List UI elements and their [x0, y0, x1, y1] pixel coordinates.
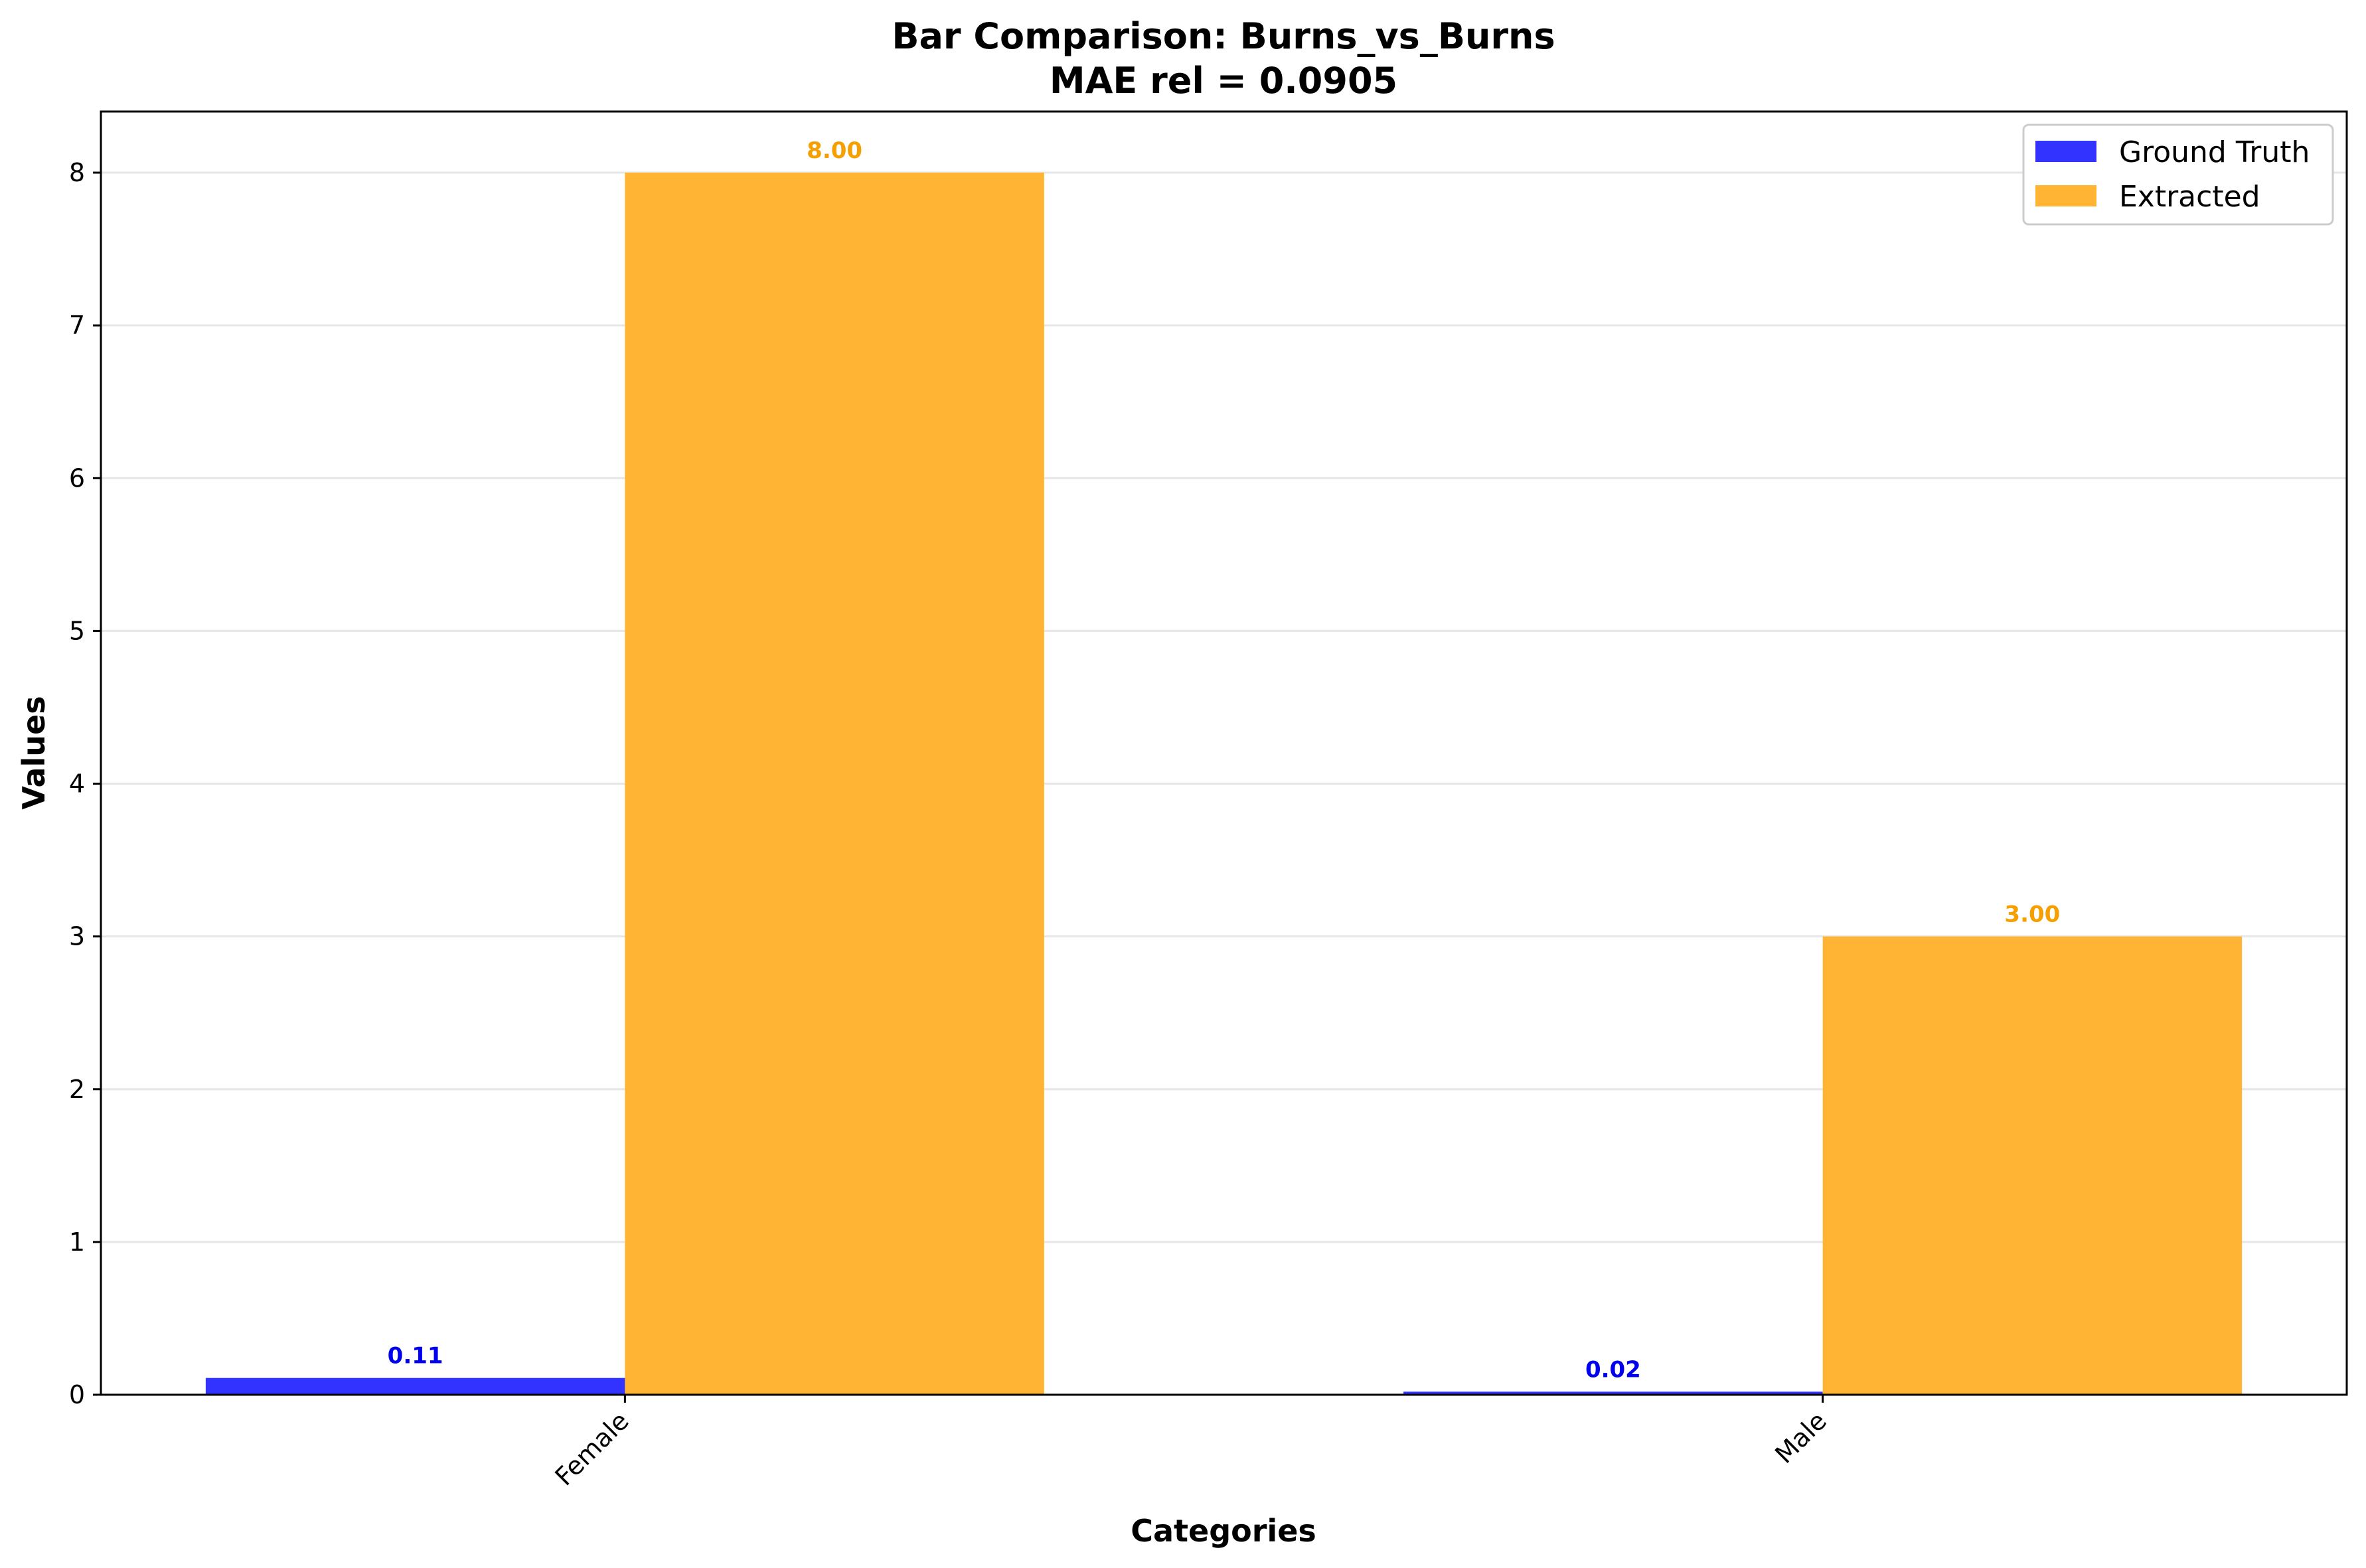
data-label-extracted-male: 3.00 [2004, 902, 2060, 928]
legend-label-ground-truth: Ground Truth [2119, 135, 2310, 169]
legend-swatch-extracted [2035, 185, 2096, 206]
x-axis: Female Male [549, 1395, 1832, 1492]
data-label-ground-truth-female: 0.11 [388, 1343, 443, 1370]
value-labels-layer: 0.11 8.00 0.02 3.00 [388, 137, 2061, 1383]
y-tick-label: 3 [69, 922, 85, 951]
chart-subtitle: MAE rel = 0.0905 [1050, 60, 1397, 102]
y-tick-label: 4 [69, 769, 85, 799]
data-label-extracted-female: 8.00 [807, 137, 862, 164]
legend-swatch-ground-truth [2035, 141, 2096, 162]
plot-frame [100, 110, 2348, 1396]
x-tick-label-female: Female [549, 1406, 634, 1491]
y-tick-label: 6 [69, 463, 85, 493]
legend: Ground Truth Extracted [2022, 123, 2334, 226]
legend-box [2022, 123, 2334, 226]
chart-title: Bar Comparison: Burns_vs_Burns [892, 15, 1555, 57]
y-tick-label: 0 [69, 1380, 85, 1409]
legend-label-extracted: Extracted [2119, 180, 2260, 214]
y-tick-label: 7 [69, 311, 85, 340]
y-tick-label: 1 [69, 1227, 85, 1257]
x-axis-label: Categories [1131, 1513, 1316, 1549]
bar-extracted-male [1822, 936, 2243, 1395]
y-axis-label: Values [16, 696, 52, 809]
y-tick-label: 2 [69, 1075, 85, 1104]
y-tick-label: 8 [69, 158, 85, 187]
bars-layer [205, 173, 2243, 1395]
y-tick-label: 5 [69, 616, 85, 645]
grid-layer [101, 171, 2347, 1396]
bar-ground-truth-male [1403, 1391, 1823, 1395]
bar-ground-truth-female [205, 1377, 625, 1395]
x-tick-label-male: Male [1769, 1406, 1832, 1469]
y-axis: 0 1 2 3 4 5 6 7 8 [69, 158, 101, 1409]
data-label-ground-truth-male: 0.02 [1585, 1356, 1641, 1383]
bar-extracted-female [625, 173, 1044, 1395]
